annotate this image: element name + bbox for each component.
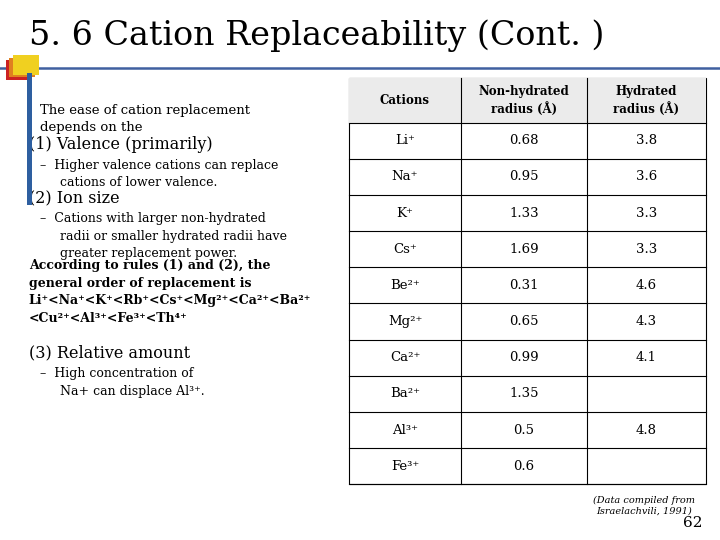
Text: 0.5: 0.5 bbox=[513, 423, 534, 437]
Text: Li⁺: Li⁺ bbox=[395, 134, 415, 147]
Text: 4.6: 4.6 bbox=[636, 279, 657, 292]
Text: 0.68: 0.68 bbox=[509, 134, 539, 147]
Text: 62: 62 bbox=[683, 516, 702, 530]
Text: –  High concentration of
     Na+ can displace Al³⁺.: – High concentration of Na+ can displace… bbox=[40, 367, 204, 397]
Text: 4.1: 4.1 bbox=[636, 351, 657, 364]
Text: Na⁺: Na⁺ bbox=[392, 170, 418, 184]
Bar bbox=[13, 55, 39, 75]
Text: Mg²⁺: Mg²⁺ bbox=[388, 315, 422, 328]
Text: K⁺: K⁺ bbox=[397, 206, 413, 220]
Text: Ca²⁺: Ca²⁺ bbox=[390, 351, 420, 364]
Text: 5. 6 Cation Replaceability (Cont. ): 5. 6 Cation Replaceability (Cont. ) bbox=[29, 19, 604, 51]
Text: 1.35: 1.35 bbox=[509, 387, 539, 401]
Text: According to rules (1) and (2), the
general order of replacement is
Li⁺<Na⁺<K⁺<R: According to rules (1) and (2), the gene… bbox=[29, 259, 311, 325]
Text: 3.3: 3.3 bbox=[636, 206, 657, 220]
Text: 3.6: 3.6 bbox=[636, 170, 657, 184]
Text: 1.33: 1.33 bbox=[509, 206, 539, 220]
Text: Cs⁺: Cs⁺ bbox=[393, 242, 417, 256]
Text: 0.31: 0.31 bbox=[509, 279, 539, 292]
Bar bbox=[9, 58, 35, 77]
Text: 0.65: 0.65 bbox=[509, 315, 539, 328]
Text: Be²⁺: Be²⁺ bbox=[390, 279, 420, 292]
Text: 3.8: 3.8 bbox=[636, 134, 657, 147]
Text: 0.95: 0.95 bbox=[509, 170, 539, 184]
Bar bbox=[349, 78, 706, 123]
Text: (Data compiled from
Israelachvili, 1991): (Data compiled from Israelachvili, 1991) bbox=[593, 496, 696, 516]
Text: 1.69: 1.69 bbox=[509, 242, 539, 256]
Text: 4.8: 4.8 bbox=[636, 423, 657, 437]
Text: 4.3: 4.3 bbox=[636, 315, 657, 328]
Text: Cations: Cations bbox=[380, 94, 430, 107]
Text: The ease of cation replacement
depends on the: The ease of cation replacement depends o… bbox=[40, 104, 250, 134]
Text: (1) Valence (primarily): (1) Valence (primarily) bbox=[29, 136, 212, 153]
Text: (3) Relative amount: (3) Relative amount bbox=[29, 345, 190, 361]
Bar bbox=[6, 60, 32, 80]
Bar bbox=[349, 78, 706, 484]
Text: 3.3: 3.3 bbox=[636, 242, 657, 256]
Text: (2) Ion size: (2) Ion size bbox=[29, 190, 120, 207]
Text: –  Higher valence cations can replace
     cations of lower valence.: – Higher valence cations can replace cat… bbox=[40, 159, 278, 189]
Text: Non-hydrated
radius (Å): Non-hydrated radius (Å) bbox=[478, 85, 570, 116]
Text: Hydrated
radius (Å): Hydrated radius (Å) bbox=[613, 85, 679, 116]
Text: 0.99: 0.99 bbox=[509, 351, 539, 364]
Text: Fe³⁺: Fe³⁺ bbox=[391, 460, 419, 473]
Text: –  Cations with larger non-hydrated
     radii or smaller hydrated radii have
  : – Cations with larger non-hydrated radii… bbox=[40, 212, 287, 260]
Text: Ba²⁺: Ba²⁺ bbox=[390, 387, 420, 401]
Bar bbox=[27, 73, 32, 205]
Text: 0.6: 0.6 bbox=[513, 460, 534, 473]
Text: Al³⁺: Al³⁺ bbox=[392, 423, 418, 437]
